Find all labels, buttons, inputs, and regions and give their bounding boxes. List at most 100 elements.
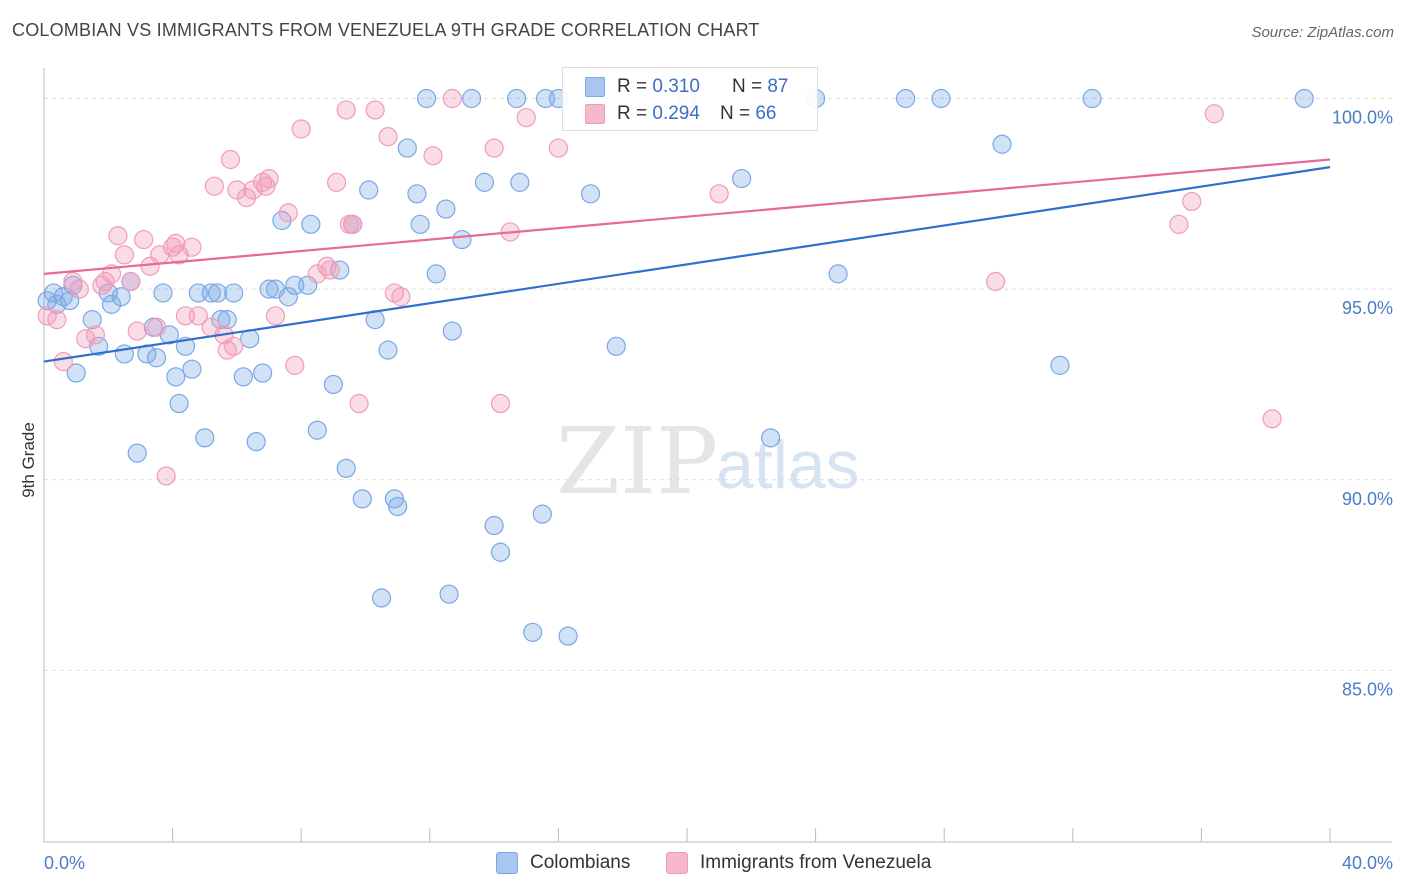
colombians-point [323,374,343,395]
colombians-point [828,264,848,284]
watermark-atlas: atlas [716,427,860,503]
legend-r-label: R = [617,76,648,97]
colombians-point [272,210,292,231]
legend-item-colombians[interactable]: Colombians [496,852,630,874]
colombians-point [580,184,601,204]
venezuela-point [490,393,511,414]
venezuela-point [484,138,504,158]
colombians-point [474,172,495,192]
colombians-point [352,489,372,509]
colombians-point [442,321,462,341]
y-axis-label: 9th Grade [19,422,38,498]
venezuela-point [108,226,128,246]
venezuela-point [92,275,112,295]
venezuela-point [166,233,186,253]
colombians-point [378,340,398,360]
chart-title: COLOMBIAN VS IMMIGRANTS FROM VENEZUELA 9… [12,20,760,40]
colombians-point [931,88,951,109]
venezuela-point [343,214,363,234]
colombians-point [416,88,437,109]
venezuela-point [76,329,96,349]
colombians-point [166,367,186,387]
colombians-point [278,287,298,307]
venezuela-point [320,260,340,280]
colombians-point [233,367,253,387]
venezuela-point [85,325,106,345]
legend-item-venezuela[interactable]: Immigrants from Venezuela [666,852,931,874]
colombians-point [896,88,916,109]
venezuela-point [516,107,536,128]
colombians-point [82,310,102,330]
colombians-point [732,168,752,189]
x-tick-label-min: 0.0% [44,853,85,873]
venezuela-point [391,287,411,307]
colombians-point [1294,88,1314,109]
venezuela-point [156,466,176,486]
venezuela-point [69,279,89,299]
y-tick-label: 100.0% [1332,108,1393,128]
colombians-point [490,542,511,562]
colombians-point [532,504,552,524]
venezuela-point [709,184,729,204]
legend-swatch-colombians [585,77,605,97]
colombians-point [510,172,530,192]
colombians-point [224,283,244,303]
venezuela-point [114,245,134,265]
colombians-point [461,88,482,109]
colombians-point [436,199,456,219]
colombians-point [992,134,1012,154]
venezuela-point [127,321,147,341]
colombians-point [182,359,202,379]
venezuela-point [336,100,356,120]
colombians-point [208,283,228,303]
colombians-point [195,428,215,448]
stats-legend: R = 0.310 N = 87 R = 0.294 N = 66 [562,67,818,131]
colombians-point [111,287,131,307]
colombians-point [426,264,446,284]
colombians-point [301,214,321,234]
x-tick-label-max: 40.0% [1342,853,1393,873]
colombians-point [169,393,189,414]
colombians-point [439,584,459,604]
venezuela-point [220,149,241,170]
venezuela-point [423,146,443,166]
colombians-point [371,588,392,608]
trend-lines [43,158,1331,363]
y-tick-label: 95.0% [1342,298,1393,318]
colombians-point [523,622,543,642]
colombians-point [127,443,147,463]
legend-swatch-venezuela [666,852,688,874]
colombians-point [146,348,167,368]
venezuela-point [378,127,398,147]
venezuela-point [227,180,247,200]
colombians-trend-line [43,166,1331,363]
colombians-point [359,180,379,200]
colombians-point [98,283,118,303]
colombians-point [760,428,781,448]
legend-label-venezuela: Immigrants from Venezuela [700,852,932,873]
colombians-point [507,88,527,109]
colombians-point [397,138,417,158]
venezuela-point [224,336,244,356]
venezuela-point [47,310,67,330]
venezuela-point [1204,104,1224,124]
venezuela-point [291,119,311,139]
colombians-point [201,283,221,303]
venezuela-point [307,264,327,284]
venezuela-point [365,100,385,120]
venezuela-point [236,188,257,208]
series-legend: Colombians Immigrants from Venezuela [0,852,1406,876]
y-tick-label: 90.0% [1342,489,1393,509]
colombians-point [330,260,350,280]
colombians-point [101,294,122,314]
venezuela-point [121,271,141,292]
venezuela-point [146,317,167,337]
watermark: ZIP atlas [556,408,860,515]
data-points [37,88,1314,646]
venezuela-trend-line [43,158,1331,275]
colombians-point [410,214,430,234]
legend-n-value: 87 [767,76,789,97]
legend-row-venezuela: R = 0.294 N = 66 [585,101,776,127]
colombians-point [407,184,427,204]
